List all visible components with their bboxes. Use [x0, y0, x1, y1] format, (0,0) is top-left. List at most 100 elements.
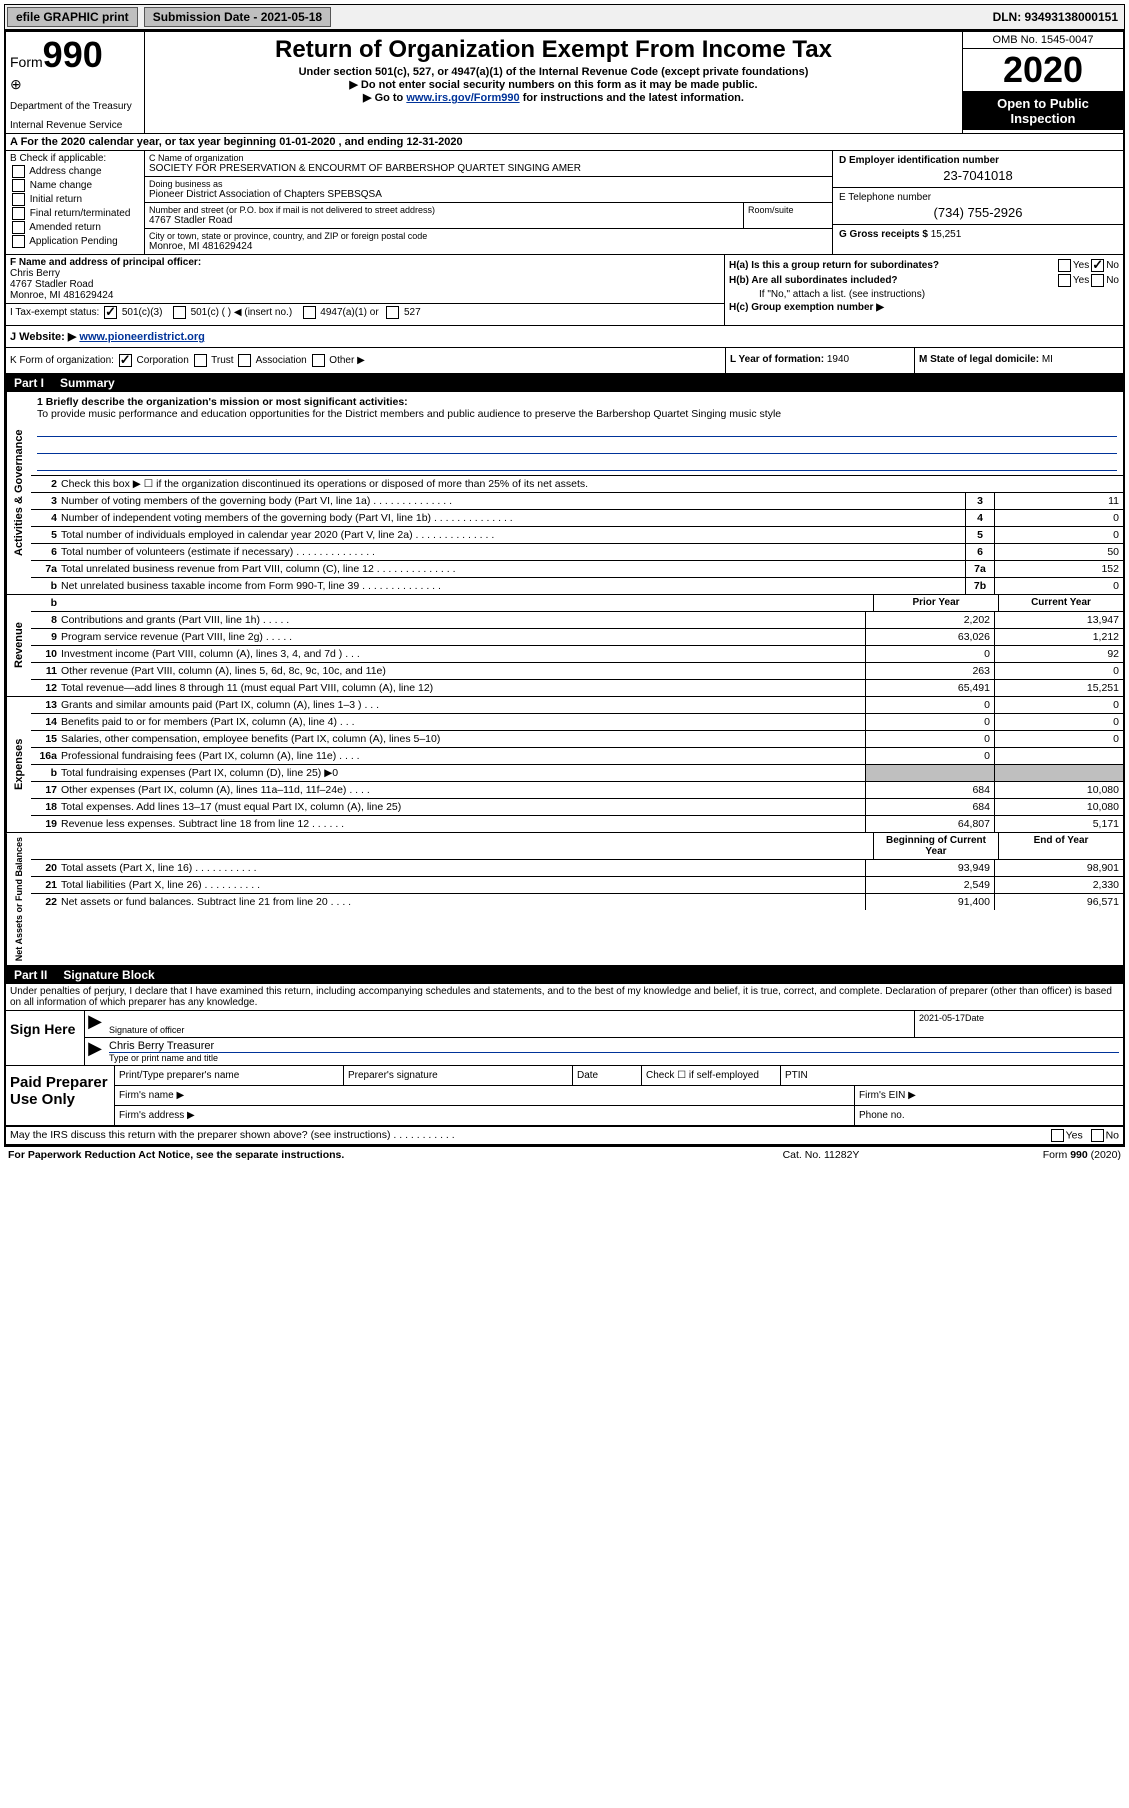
discuss-question: May the IRS discuss this return with the…: [10, 1129, 1049, 1142]
gov-3-val: 11: [994, 493, 1123, 509]
chk-name[interactable]: Name change: [10, 179, 140, 192]
gov-7a-desc: Total unrelated business revenue from Pa…: [59, 561, 965, 577]
chk-initial[interactable]: Initial return: [10, 193, 140, 206]
gov-3-num: 3: [31, 493, 59, 509]
gov-side-label: Activities & Governance: [6, 392, 31, 594]
net-22-beg: 91,400: [865, 894, 994, 910]
gov-2-num: 2: [31, 476, 59, 492]
section-f: F Name and address of principal officer:…: [6, 255, 725, 325]
year-formation-value: 1940: [827, 354, 849, 365]
chk-final[interactable]: Final return/terminated: [10, 207, 140, 220]
preparer-date-col: Date: [573, 1066, 642, 1085]
phone-label: E Telephone number: [839, 192, 1117, 203]
rev-10-prior: 0: [865, 646, 994, 662]
firm-phone: Phone no.: [855, 1106, 1123, 1125]
signature-label: Signature of officer: [109, 1025, 184, 1035]
exp-15-curr: 0: [994, 731, 1123, 747]
signature-date-label: Date: [965, 1013, 984, 1023]
exp-16b-curr: [994, 765, 1123, 781]
officer-name-label: Type or print name and title: [109, 1053, 218, 1063]
gov-7b-box: 7b: [965, 578, 994, 594]
paperwork-notice: For Paperwork Reduction Act Notice, see …: [8, 1149, 721, 1161]
ha-no[interactable]: [1091, 259, 1104, 272]
paid-preparer-section: Paid Preparer Use Only Print/Type prepar…: [6, 1066, 1123, 1127]
firm-name: Firm's name ▶: [115, 1086, 855, 1105]
exp-14-curr: 0: [994, 714, 1123, 730]
submission-date: Submission Date - 2021-05-18: [144, 7, 331, 27]
section-c: C Name of organization SOCIETY FOR PRESE…: [145, 151, 832, 254]
gov-6-val: 50: [994, 544, 1123, 560]
row-a-tax-year: A For the 2020 calendar year, or tax yea…: [6, 134, 1123, 151]
section-b-label: B Check if applicable:: [10, 153, 140, 164]
chk-other[interactable]: [312, 354, 325, 367]
preparer-sig-col: Preparer's signature: [344, 1066, 573, 1085]
part1-num: Part I: [14, 376, 44, 390]
chk-4947[interactable]: [303, 306, 316, 319]
signature-declaration: Under penalties of perjury, I declare th…: [6, 984, 1123, 1011]
section-d-to-g: D Employer identification number 23-7041…: [832, 151, 1123, 254]
form-title: Return of Organization Exempt From Incom…: [151, 36, 956, 64]
chk-501c[interactable]: [173, 306, 186, 319]
chk-pending[interactable]: Application Pending: [10, 235, 140, 248]
exp-16a-desc: Professional fundraising fees (Part IX, …: [59, 748, 865, 764]
chk-corp[interactable]: [119, 354, 132, 367]
gov-6-desc: Total number of volunteers (estimate if …: [59, 544, 965, 560]
rev-9-num: 9: [31, 629, 59, 645]
current-year-hdr: Current Year: [998, 595, 1123, 611]
exp-17-prior: 684: [865, 782, 994, 798]
ha-yes[interactable]: [1058, 259, 1071, 272]
opt-assoc: Association: [256, 355, 307, 366]
chk-527[interactable]: [386, 306, 399, 319]
irs-link[interactable]: www.irs.gov/Form990: [406, 92, 519, 104]
chk-amended[interactable]: Amended return: [10, 221, 140, 234]
discuss-yes[interactable]: [1051, 1129, 1064, 1142]
exp-19-curr: 5,171: [994, 816, 1123, 832]
footer: For Paperwork Reduction Act Notice, see …: [4, 1147, 1125, 1163]
gov-3-box: 3: [965, 493, 994, 509]
hb-no[interactable]: [1091, 274, 1104, 287]
exp-19-desc: Revenue less expenses. Subtract line 18 …: [59, 816, 865, 832]
rev-9-curr: 1,212: [994, 629, 1123, 645]
chk-trust[interactable]: [194, 354, 207, 367]
year-formation-label: L Year of formation:: [730, 354, 827, 365]
part1-title: Summary: [60, 376, 115, 390]
end-year-hdr: End of Year: [998, 833, 1123, 859]
net-20-desc: Total assets (Part X, line 16) . . . . .…: [59, 860, 865, 876]
rev-12-prior: 65,491: [865, 680, 994, 696]
chk-501c3[interactable]: [104, 306, 117, 319]
efile-button[interactable]: efile GRAPHIC print: [7, 7, 138, 27]
hb-yes[interactable]: [1058, 274, 1071, 287]
chk-assoc[interactable]: [238, 354, 251, 367]
net-20-beg: 93,949: [865, 860, 994, 876]
header-right: OMB No. 1545-0047 2020 Open to Public In…: [962, 32, 1123, 133]
net-20-num: 20: [31, 860, 59, 876]
discuss-no[interactable]: [1091, 1129, 1104, 1142]
website-label: J Website: ▶: [10, 331, 79, 343]
gov-5-val: 0: [994, 527, 1123, 543]
opt-501c3: 501(c)(3): [122, 307, 163, 318]
exp-18-prior: 684: [865, 799, 994, 815]
gov-6-box: 6: [965, 544, 994, 560]
org-name: SOCIETY FOR PRESERVATION & ENCOURMT OF B…: [149, 163, 828, 174]
officer-name: Chris Berry: [10, 268, 720, 279]
gov-7b-desc: Net unrelated business taxable income fr…: [59, 578, 965, 594]
dln-label: DLN: 93493138000151: [993, 10, 1122, 24]
note-ssn: ▶ Do not enter social security numbers o…: [151, 78, 956, 91]
net-22-desc: Net assets or fund balances. Subtract li…: [59, 894, 865, 910]
chk-address[interactable]: Address change: [10, 165, 140, 178]
form-org-label: K Form of organization:: [10, 355, 114, 366]
discuss-yes-label: Yes: [1066, 1129, 1083, 1141]
row-j: J Website: ▶ www.pioneerdistrict.org: [6, 326, 1123, 348]
section-f-h: F Name and address of principal officer:…: [6, 255, 1123, 326]
gov-7a-box: 7a: [965, 561, 994, 577]
website-link[interactable]: www.pioneerdistrict.org: [79, 331, 205, 343]
rev-side-label: Revenue: [6, 595, 31, 696]
header-left: Form990 ⊕ Department of the Treasury Int…: [6, 32, 145, 133]
exp-17-desc: Other expenses (Part IX, column (A), lin…: [59, 782, 865, 798]
rev-10-desc: Investment income (Part VIII, column (A)…: [59, 646, 865, 662]
ein-label: D Employer identification number: [839, 155, 1117, 166]
exp-13-prior: 0: [865, 697, 994, 713]
rev-11-prior: 263: [865, 663, 994, 679]
gov-4-num: 4: [31, 510, 59, 526]
rev-9-prior: 63,026: [865, 629, 994, 645]
